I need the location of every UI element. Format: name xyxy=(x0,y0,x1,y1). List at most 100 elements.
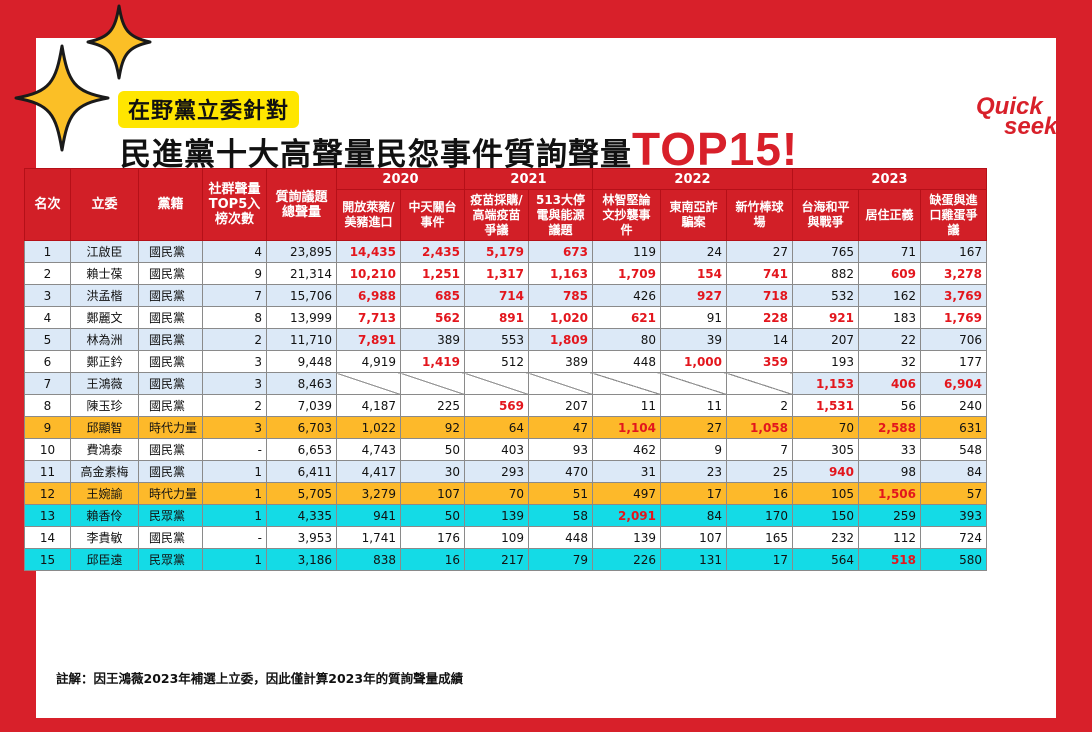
col-header-total: 質詢議題總聲量 xyxy=(266,168,337,241)
cell-issue-volume: 393 xyxy=(920,504,987,527)
cell-issue-volume: 448 xyxy=(528,526,593,549)
cell-issue-volume: 207 xyxy=(792,328,859,351)
cell-issue-volume: 57 xyxy=(920,482,987,505)
cell-issue-volume xyxy=(464,372,529,395)
cell-issue-volume: 1,163 xyxy=(528,262,593,285)
cell-party: 國民黨 xyxy=(138,306,203,329)
cell-issue-volume xyxy=(660,372,727,395)
cell-issue-volume: 162 xyxy=(858,284,921,307)
table-row: 2 賴士葆 國民黨 9 21,314 10,210 1,251 1,317 1,163 1,709… xyxy=(24,262,987,285)
cell-issue-volume: 7,891 xyxy=(336,328,401,351)
cell-issue-volume: 2,435 xyxy=(400,240,465,263)
cell-issue-volume: 1,531 xyxy=(792,394,859,417)
cell-issue-volume: 50 xyxy=(400,504,465,527)
cell-issue-volume: 403 xyxy=(464,438,529,461)
issue-header: 開放萊豬/美豬進口 xyxy=(336,189,401,241)
cell-issue-volume: 30 xyxy=(400,460,465,483)
cell-party: 民眾黨 xyxy=(138,504,203,527)
cell-legislator: 鄭正鈐 xyxy=(70,350,139,373)
cell-issue-volume: 569 xyxy=(464,394,529,417)
logo-line1: Quick xyxy=(976,93,1044,120)
cell-rank: 13 xyxy=(24,504,71,527)
cell-rank: 2 xyxy=(24,262,71,285)
cell-issue-volume: 1,769 xyxy=(920,306,987,329)
header-row-years: 名次 立委 黨籍 社群聲量TOP5入榜次數 質詢議題總聲量 2020 2021 … xyxy=(24,168,987,241)
cell-issue-volume: 105 xyxy=(792,482,859,505)
cell-rank: 6 xyxy=(24,350,71,373)
table-row: 12 王婉諭 時代力量 1 5,705 3,279 107 70 51 497 17 16 105 1,5… xyxy=(24,482,987,505)
cell-issue-volume: 167 xyxy=(920,240,987,263)
cell-issue-volume: 217 xyxy=(464,548,529,571)
cell-top5-count: 3 xyxy=(202,350,267,373)
cell-issue-volume: 27 xyxy=(660,416,727,439)
issue-header: 居住正義 xyxy=(858,189,921,241)
cell-issue-volume: 131 xyxy=(660,548,727,571)
cell-rank: 11 xyxy=(24,460,71,483)
cell-rank: 4 xyxy=(24,306,71,329)
cell-issue-volume: 207 xyxy=(528,394,593,417)
cell-issue-volume: 32 xyxy=(858,350,921,373)
cell-issue-volume: 7,713 xyxy=(336,306,401,329)
cell-party: 國民黨 xyxy=(138,372,203,395)
cell-legislator: 李貴敏 xyxy=(70,526,139,549)
cell-issue-volume: 426 xyxy=(592,284,661,307)
cell-legislator: 高金素梅 xyxy=(70,460,139,483)
table-row: 1 江啟臣 國民黨 4 23,895 14,435 2,435 5,179 673 119 24 27… xyxy=(24,240,987,263)
cell-issue-volume: 80 xyxy=(592,328,661,351)
year-header-2022: 2022 xyxy=(592,168,793,190)
cell-total-volume: 3,953 xyxy=(266,526,337,549)
cell-total-volume: 23,895 xyxy=(266,240,337,263)
cell-party: 時代力量 xyxy=(138,416,203,439)
table-row: 11 高金素梅 國民黨 1 6,411 4,417 30 293 470 31 23 25 940 98 8… xyxy=(24,460,987,483)
cell-issue-volume: 70 xyxy=(792,416,859,439)
cell-issue-volume: 765 xyxy=(792,240,859,263)
cell-issue-volume: 3,278 xyxy=(920,262,987,285)
cell-issue-volume: 714 xyxy=(464,284,529,307)
cell-issue-volume: 1,741 xyxy=(336,526,401,549)
cell-issue-volume: 17 xyxy=(726,548,793,571)
year-header-2023: 2023 xyxy=(792,168,987,190)
cell-issue-volume: 112 xyxy=(858,526,921,549)
cell-issue-volume: 139 xyxy=(464,504,529,527)
cell-rank: 10 xyxy=(24,438,71,461)
cell-rank: 3 xyxy=(24,284,71,307)
cell-issue-volume: 359 xyxy=(726,350,793,373)
cell-top5-count: - xyxy=(202,526,267,549)
cell-issue-volume: 4,417 xyxy=(336,460,401,483)
cell-issue-volume: 2 xyxy=(726,394,793,417)
cell-legislator: 江啟臣 xyxy=(70,240,139,263)
cell-issue-volume: 1,809 xyxy=(528,328,593,351)
cell-issue-volume: 79 xyxy=(528,548,593,571)
cell-legislator: 王鴻薇 xyxy=(70,372,139,395)
cell-issue-volume: 176 xyxy=(400,526,465,549)
cell-issue-volume: 47 xyxy=(528,416,593,439)
cell-party: 國民黨 xyxy=(138,240,203,263)
table-row: 6 鄭正鈐 國民黨 3 9,448 4,919 1,419 512 389 448 1,000 359… xyxy=(24,350,987,373)
cell-total-volume: 21,314 xyxy=(266,262,337,285)
cell-party: 國民黨 xyxy=(138,350,203,373)
issue-header: 缺蛋與進口雞蛋爭議 xyxy=(920,189,987,241)
table-row: 5 林為洲 國民黨 2 11,710 7,891 389 553 1,809 80 39 14 207 2… xyxy=(24,328,987,351)
cell-issue-volume: 1,419 xyxy=(400,350,465,373)
table-row: 14 李貴敏 國民黨 -3,953 1,741 176 109 448 139 107 165 232… xyxy=(24,526,987,549)
cell-top5-count: 3 xyxy=(202,372,267,395)
issue-header: 新竹棒球場 xyxy=(726,189,793,241)
cell-issue-volume: 25 xyxy=(726,460,793,483)
cell-top5-count: 1 xyxy=(202,504,267,527)
cell-legislator: 林為洲 xyxy=(70,328,139,351)
cell-issue-volume: 3,279 xyxy=(336,482,401,505)
cell-issue-volume: 1,153 xyxy=(792,372,859,395)
cell-issue-volume: 92 xyxy=(400,416,465,439)
cell-total-volume: 3,186 xyxy=(266,548,337,571)
cell-issue-volume: 56 xyxy=(858,394,921,417)
cell-issue-volume xyxy=(726,372,793,395)
cell-issue-volume: 84 xyxy=(660,504,727,527)
cell-issue-volume: 631 xyxy=(920,416,987,439)
cell-issue-volume: 7 xyxy=(726,438,793,461)
cell-legislator: 邱臣遠 xyxy=(70,548,139,571)
cell-total-volume: 5,705 xyxy=(266,482,337,505)
cell-issue-volume: 838 xyxy=(336,548,401,571)
cell-issue-volume: 470 xyxy=(528,460,593,483)
col-header-legislator: 立委 xyxy=(70,168,139,241)
col-header-top5: 社群聲量TOP5入榜次數 xyxy=(202,168,267,241)
